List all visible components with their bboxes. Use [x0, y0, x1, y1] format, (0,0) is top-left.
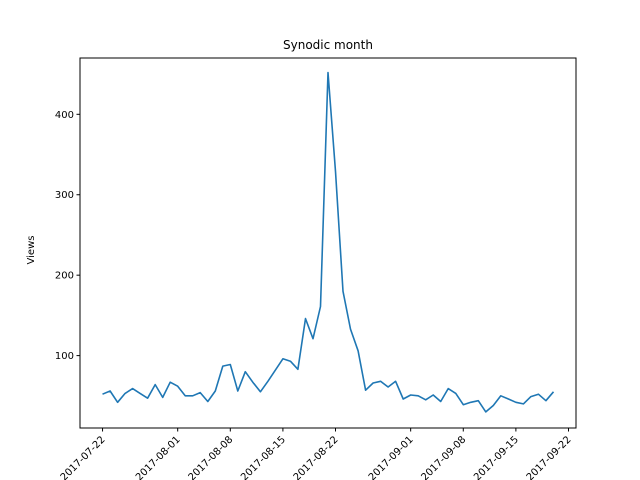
plot-frame: [79, 57, 577, 429]
y-tick-label: 400: [55, 110, 74, 121]
y-axis-label: Views: [26, 236, 37, 265]
series-line: [102, 71, 555, 413]
y-tick-label: 200: [55, 271, 74, 282]
y-tick-label: 300: [55, 190, 74, 201]
chart-title: Synodic month: [283, 38, 373, 52]
y-tick-label: 100: [55, 351, 74, 362]
